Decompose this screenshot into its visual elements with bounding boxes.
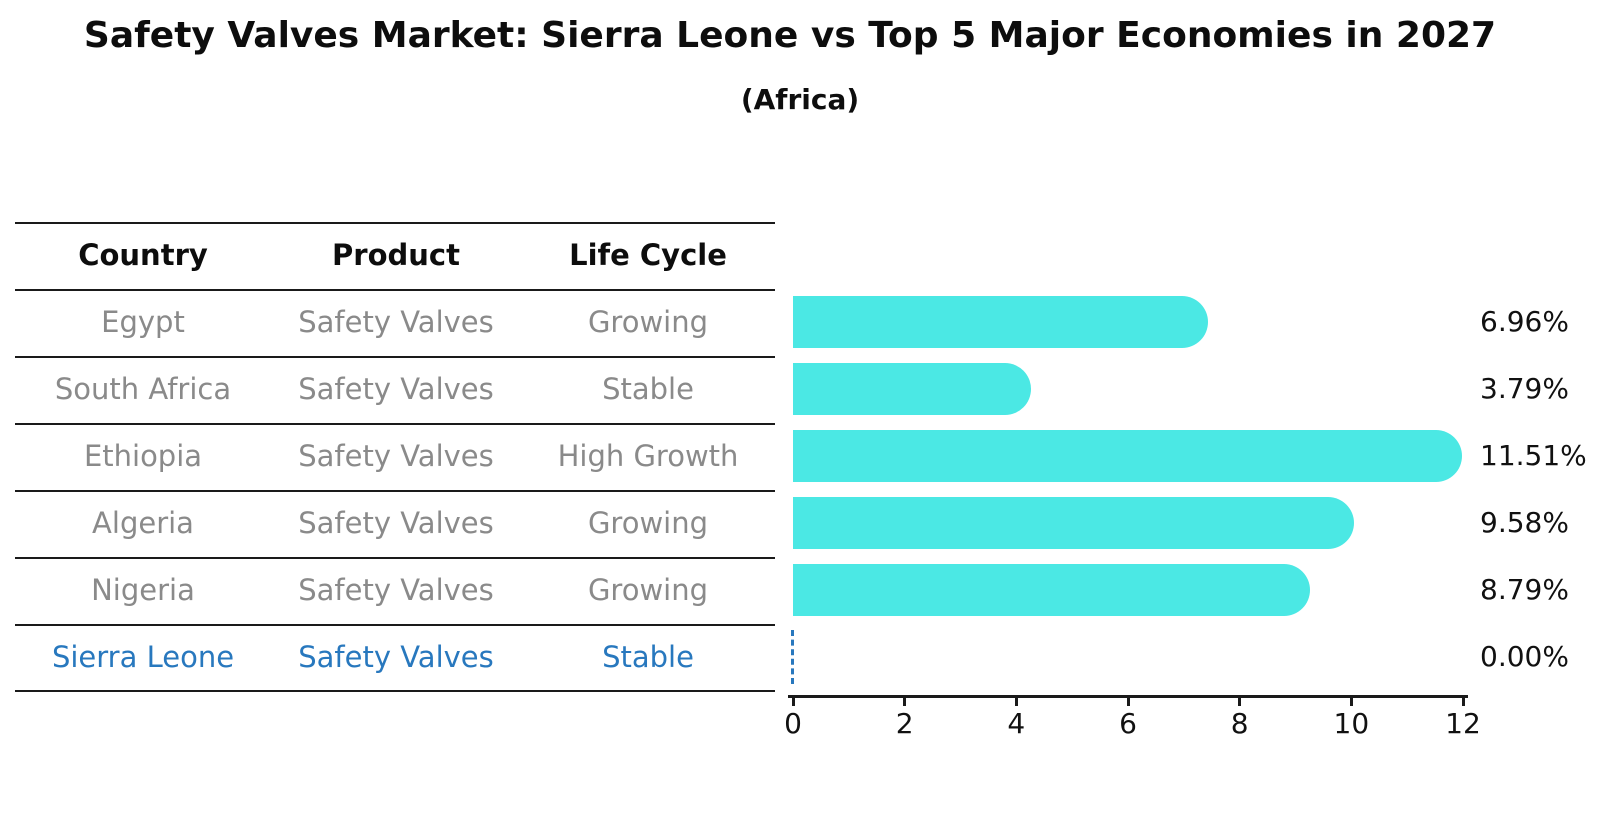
- table-row-south-africa: South Africa Safety Valves Stable: [15, 368, 775, 410]
- x-axis-tick-12: [1461, 698, 1465, 706]
- row-separator: [15, 222, 775, 224]
- table-cell-product: Safety Valves: [298, 640, 494, 674]
- x-axis-tick-0: [791, 698, 795, 706]
- x-axis-tick-4: [1014, 698, 1018, 706]
- table-cell-country: Algeria: [92, 506, 194, 540]
- x-axis-tick-label-10: 10: [1333, 707, 1370, 740]
- x-axis-tick-label-4: 4: [1007, 707, 1026, 740]
- table-header-country: Country: [78, 238, 208, 272]
- table-cell-country: Nigeria: [91, 573, 195, 607]
- table-row-sierra-leone: Sierra Leone Safety Valves Stable: [15, 636, 775, 678]
- table-cell-product: Safety Valves: [298, 305, 494, 339]
- table-row-egypt: Egypt Safety Valves Growing: [15, 301, 775, 343]
- x-axis-tick-label-6: 6: [1119, 707, 1137, 740]
- x-axis-tick-label-8: 8: [1230, 707, 1249, 740]
- bar-algeria: [793, 497, 1354, 549]
- table-cell-lifecycle: Stable: [602, 640, 694, 674]
- row-separator: [15, 289, 775, 291]
- bar-nigeria: [793, 564, 1310, 616]
- table-cell-country: Sierra Leone: [51, 640, 235, 674]
- page-title: Safety Valves Market: Sierra Leone vs To…: [83, 15, 1497, 56]
- bar-ethiopia: [793, 430, 1462, 482]
- value-label-nigeria: 8.79%: [1480, 573, 1569, 606]
- table-cell-lifecycle: Growing: [587, 305, 709, 339]
- x-axis-tick-6: [1126, 698, 1130, 706]
- bar-egypt: [793, 296, 1208, 348]
- x-axis-tick-label-12: 12: [1445, 707, 1481, 740]
- row-separator: [15, 690, 775, 692]
- x-axis-tick-10: [1349, 698, 1353, 706]
- table-cell-lifecycle: Stable: [602, 372, 694, 406]
- table-header-product: Product: [332, 238, 460, 272]
- table-header-row: Country Product Life Cycle: [15, 234, 775, 276]
- x-axis-line: [788, 695, 1468, 698]
- row-separator: [15, 490, 775, 492]
- table-cell-product: Safety Valves: [298, 506, 494, 540]
- table-row-nigeria: Nigeria Safety Valves Growing: [15, 569, 775, 611]
- table-cell-country: Ethiopia: [83, 439, 203, 473]
- row-separator: [15, 624, 775, 626]
- page-subtitle: (Africa): [740, 83, 860, 116]
- table-cell-lifecycle: High Growth: [557, 439, 739, 473]
- bar-south-africa: [793, 363, 1031, 415]
- x-axis-tick-label-2: 2: [895, 707, 914, 740]
- table-row-ethiopia: Ethiopia Safety Valves High Growth: [15, 435, 775, 477]
- zero-value-marker-sierra-leone: [791, 630, 794, 684]
- table-cell-product: Safety Valves: [298, 573, 494, 607]
- table-row-algeria: Algeria Safety Valves Growing: [15, 502, 775, 544]
- value-label-algeria: 9.58%: [1480, 506, 1569, 539]
- x-axis-tick-8: [1238, 698, 1242, 706]
- table-cell-country: Egypt: [101, 305, 185, 339]
- value-label-ethiopia: 11.51%: [1480, 439, 1587, 472]
- table-cell-product: Safety Valves: [298, 439, 494, 473]
- table-cell-country: South Africa: [54, 372, 232, 406]
- table-cell-product: Safety Valves: [298, 372, 494, 406]
- row-separator: [15, 356, 775, 358]
- table-cell-lifecycle: Growing: [587, 506, 709, 540]
- row-separator: [15, 557, 775, 559]
- value-label-south-africa: 3.79%: [1480, 372, 1569, 405]
- x-axis-tick-2: [903, 698, 907, 706]
- value-label-egypt: 6.96%: [1480, 305, 1569, 338]
- table-header-lifecycle: Life Cycle: [569, 238, 727, 272]
- row-separator: [15, 423, 775, 425]
- table-cell-lifecycle: Growing: [587, 573, 709, 607]
- value-label-sierra-leone: 0.00%: [1480, 640, 1569, 673]
- x-axis-tick-label-0: 0: [784, 707, 802, 740]
